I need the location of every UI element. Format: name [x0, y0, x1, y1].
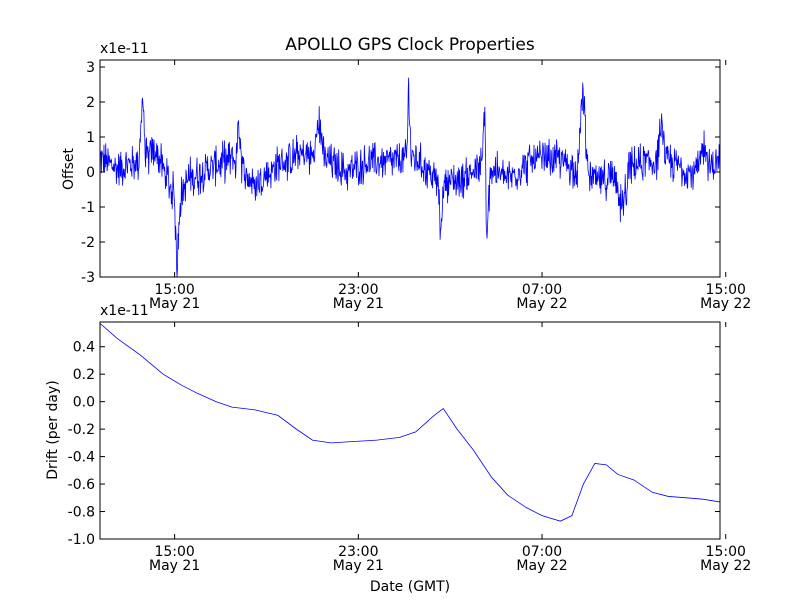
- drift-ytick-label: -1.0: [68, 532, 95, 548]
- offset-xtick-date-label: May 21: [149, 296, 200, 312]
- drift-ytick-label: -0.2: [68, 422, 95, 438]
- offset-ytick-label: 3: [86, 60, 95, 76]
- offset-ylabel: Offset: [61, 147, 77, 190]
- drift-ytick-label: 0.0: [73, 395, 95, 411]
- drift-ytick-label: -0.8: [68, 505, 95, 521]
- offset-xtick-date-label: May 22: [700, 296, 751, 312]
- offset-scale-label: x1e-11: [100, 41, 149, 57]
- offset-frame: [99, 59, 721, 278]
- offset-ytick-label: -1: [81, 200, 95, 216]
- drift-xtick-time-label: 07:00: [522, 544, 562, 560]
- drift-series-line: [100, 323, 720, 522]
- offset-xtick-date-label: May 22: [516, 296, 567, 312]
- offset-xtick-time-label: 15:00: [706, 282, 746, 298]
- drift-ytick-label: -0.4: [68, 450, 95, 466]
- offset-series-line: [100, 77, 720, 277]
- drift-ytick-label: 0.2: [73, 367, 95, 383]
- drift-xtick-date-label: May 22: [516, 558, 567, 574]
- offset-ytick-label: 1: [86, 130, 95, 146]
- offset-ytick-label: -3: [81, 270, 95, 286]
- offset-ytick-label: -2: [81, 235, 95, 251]
- drift-xtick-time-label: 15:00: [154, 544, 194, 560]
- drift-ytick-label: 0.4: [73, 340, 95, 356]
- offset-xtick-date-label: May 21: [333, 296, 384, 312]
- drift-panel: x1e-11 Drift (per day) -1.0 -0.8 -0.6 -0.4 -…: [45, 303, 751, 574]
- offset-ytick-label: 2: [86, 95, 95, 111]
- drift-xtick-date-label: May 21: [333, 558, 384, 574]
- drift-ytick-label: -0.6: [68, 477, 95, 493]
- offset-xtick-time-label: 07:00: [522, 282, 562, 298]
- drift-ylabel: Drift (per day): [45, 380, 61, 479]
- drift-xtick-date-label: May 21: [149, 558, 200, 574]
- figure-title: APOLLO GPS Clock Properties: [285, 35, 535, 55]
- drift-xtick-time-label: 23:00: [338, 544, 378, 560]
- offset-ytick-label: 0: [86, 165, 95, 181]
- drift-xtick-date-label: May 22: [700, 558, 751, 574]
- drift-scale-label: x1e-11: [100, 303, 149, 319]
- offset-xtick-time-label: 23:00: [338, 282, 378, 298]
- x-axis-label: Date (GMT): [370, 579, 450, 595]
- drift-xtick-time-label: 15:00: [706, 544, 746, 560]
- offset-xtick-time-label: 15:00: [154, 282, 194, 298]
- drift-frame: [99, 321, 721, 540]
